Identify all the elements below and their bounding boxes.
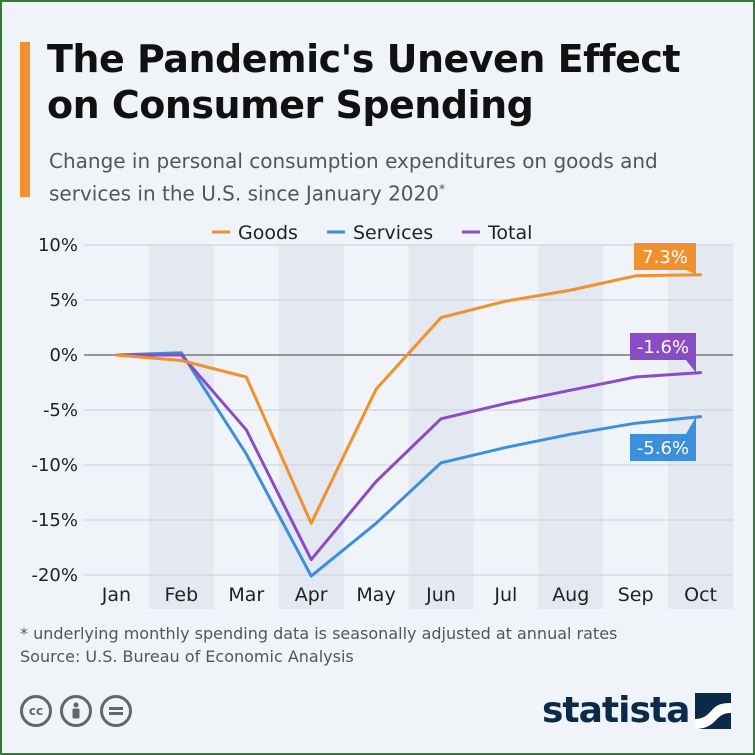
nd-icon[interactable] xyxy=(100,695,132,727)
legend-label: Goods xyxy=(238,222,298,244)
end-label-box xyxy=(634,243,696,270)
footnote-text: * underlying monthly spending data is se… xyxy=(20,624,618,643)
column-band xyxy=(278,245,344,609)
series-line-total xyxy=(115,353,703,562)
accent-bar xyxy=(20,42,30,197)
end-label-text: 7.3% xyxy=(642,247,688,268)
x-tick-label: Aug xyxy=(552,584,589,606)
column-band xyxy=(148,245,214,609)
subtitle-footnote-mark: * xyxy=(438,182,445,196)
x-tick-label: Sep xyxy=(618,584,654,606)
x-tick-label: Jul xyxy=(493,584,517,606)
brand-mark-icon xyxy=(695,692,732,729)
column-band xyxy=(668,245,733,609)
chart-title: The Pandemic's Uneven Effect on Consumer… xyxy=(47,37,681,127)
end-label-text: -1.6% xyxy=(637,337,689,358)
series-line-services xyxy=(115,351,703,578)
end-label-box xyxy=(630,434,696,461)
x-tick-label: Oct xyxy=(684,584,717,606)
end-label-box xyxy=(630,333,696,360)
end-label-text: -5.6% xyxy=(637,438,689,459)
column-band xyxy=(408,245,474,609)
y-tick-label: -5% xyxy=(43,400,78,421)
x-tick-label: Jun xyxy=(425,584,456,606)
y-tick-label: -15% xyxy=(31,510,78,531)
legend-label: Services xyxy=(353,222,433,244)
chart-subtitle: Change in personal consumption expenditu… xyxy=(49,147,699,208)
statista-logo[interactable]: statista xyxy=(542,690,732,731)
end-label-pointer xyxy=(686,360,696,373)
equals-glyph xyxy=(109,707,123,715)
end-label-pointer xyxy=(686,270,696,275)
x-tick-label: Jan xyxy=(101,584,131,606)
subtitle-text: Change in personal consumption expenditu… xyxy=(49,149,658,206)
y-tick-label: 10% xyxy=(38,235,78,256)
x-tick-label: Mar xyxy=(228,584,264,606)
x-tick-label: Apr xyxy=(295,584,328,606)
x-tick-label: May xyxy=(356,584,395,606)
brand-wordmark: statista xyxy=(542,690,690,731)
cc-icon[interactable]: cc xyxy=(20,695,52,727)
y-tick-label: 5% xyxy=(49,290,78,311)
footnote-block: * underlying monthly spending data is se… xyxy=(20,622,617,668)
y-tick-label: 0% xyxy=(49,345,78,366)
brand-mark-shape xyxy=(695,702,732,729)
x-tick-label: Feb xyxy=(165,584,199,606)
line-chart: 10% 5% 0% -5% -10% -15% -20% Jan Feb Mar Apr May Jun… xyxy=(31,222,733,609)
y-tick-label: -20% xyxy=(31,565,78,586)
legend-label: Total xyxy=(487,222,532,244)
series-line-goods xyxy=(115,273,703,525)
column-band xyxy=(538,245,604,609)
source-text: Source: U.S. Bureau of Economic Analysis xyxy=(20,647,354,666)
by-icon[interactable] xyxy=(60,695,92,727)
license-icons: cc xyxy=(20,695,132,727)
y-tick-label: -10% xyxy=(31,455,78,476)
person-glyph xyxy=(72,702,80,719)
